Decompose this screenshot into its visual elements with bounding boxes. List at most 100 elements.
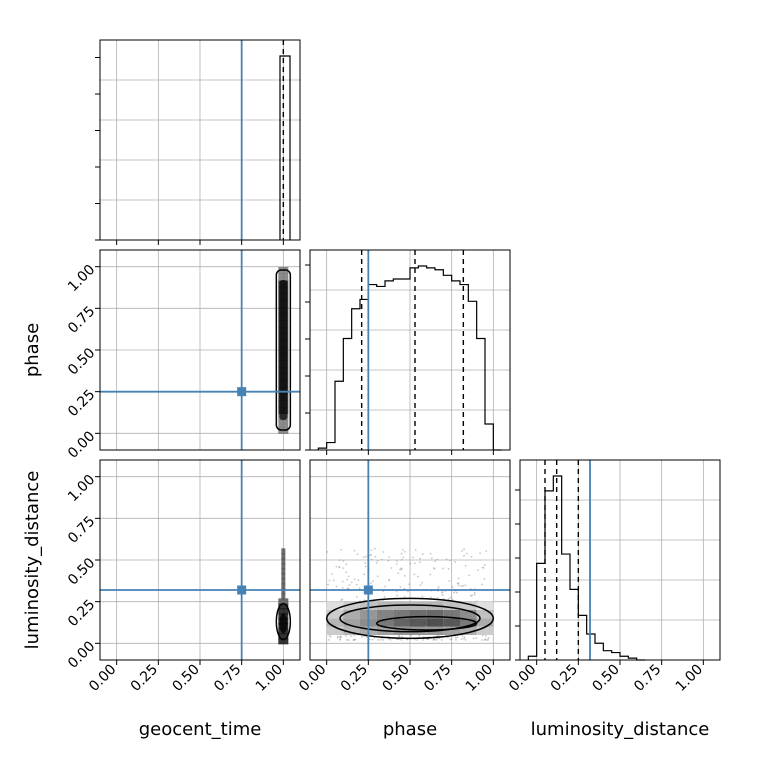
scatter-point	[429, 596, 432, 599]
scatter-point	[430, 557, 433, 560]
scatter-point	[399, 568, 402, 571]
scatter-point	[433, 638, 436, 641]
scatter-point	[463, 554, 465, 557]
scatter-point	[350, 581, 353, 584]
scatter-point	[365, 555, 367, 558]
density-cell	[426, 610, 444, 619]
scatter-point	[481, 566, 484, 569]
density-cell	[443, 618, 460, 627]
density-cell	[281, 553, 286, 560]
ylabel-luminosity_distance: luminosity_distance	[22, 471, 43, 650]
scatter-point	[387, 559, 390, 562]
scatter-point	[440, 639, 443, 641]
scatter-point	[338, 566, 341, 568]
scatter-point	[328, 579, 331, 582]
scatter-point	[450, 638, 453, 640]
density-cell	[476, 610, 494, 619]
scatter-point	[441, 591, 443, 594]
truth-marker	[363, 585, 373, 595]
scatter-point	[336, 636, 339, 639]
contour-inner	[279, 613, 288, 634]
scatter-point	[462, 584, 464, 587]
scatter-point	[407, 590, 409, 593]
scatter-point	[448, 580, 451, 582]
density-cell	[278, 608, 289, 615]
density-cell	[476, 626, 494, 635]
density-cell	[278, 638, 289, 645]
scatter-point	[356, 553, 359, 556]
scatter-point	[400, 558, 403, 561]
panel-2-1	[309, 459, 511, 661]
scatter-point	[364, 565, 367, 568]
scatter-point	[353, 549, 356, 552]
scatter-point	[400, 568, 403, 571]
contour-outer	[275, 602, 292, 641]
scatter-point	[350, 635, 352, 638]
scatter-point	[328, 638, 330, 641]
scatter-point	[470, 555, 473, 558]
density-cell	[281, 563, 286, 570]
scatter-point	[436, 637, 439, 640]
scatter-point	[348, 584, 351, 587]
density-cell	[326, 626, 344, 635]
density-cell	[476, 601, 494, 610]
scatter-point	[341, 586, 344, 589]
scatter-point	[451, 598, 454, 601]
scatter-point	[418, 634, 421, 637]
scatter-point	[382, 551, 385, 553]
scatter-point	[418, 561, 421, 563]
scatter-point	[409, 562, 412, 565]
ylabel-phase: phase	[22, 323, 43, 377]
scatter-point	[483, 639, 486, 641]
scatter-point	[451, 586, 454, 589]
scatter-point	[408, 583, 411, 586]
scatter-point	[472, 637, 475, 640]
panel-1-1	[305, 249, 511, 451]
scatter-point	[447, 598, 450, 600]
scatter-point	[403, 596, 406, 598]
scatter-point	[346, 578, 349, 581]
hist-step-phase	[317, 265, 502, 451]
contour-inner	[279, 280, 288, 420]
scatter-point	[473, 593, 476, 596]
scatter-point	[341, 580, 344, 583]
scatter-point	[442, 567, 445, 570]
scatter-point	[475, 637, 478, 639]
density-cell	[326, 610, 344, 619]
scatter-point	[355, 595, 358, 598]
hist-step-geocent_time	[279, 55, 291, 240]
scatter-point	[435, 639, 437, 641]
scatter-point	[400, 552, 403, 555]
density-cell	[281, 578, 286, 585]
scatter-point	[421, 553, 424, 555]
scatter-point	[464, 564, 467, 567]
density-cell	[343, 601, 360, 610]
scatter-point	[449, 596, 452, 599]
density-cell	[281, 568, 286, 575]
scatter-point	[453, 591, 455, 594]
scatter-point	[464, 638, 467, 641]
scatter-point	[376, 559, 379, 562]
scatter-point	[399, 585, 402, 588]
density-cell	[281, 573, 286, 580]
scatter-point	[426, 638, 429, 641]
density-cell	[376, 610, 394, 619]
scatter-point	[485, 550, 488, 552]
scatter-point	[403, 550, 406, 553]
scatter-point	[456, 636, 459, 639]
density-cell	[460, 610, 477, 619]
scatter-point	[338, 559, 341, 562]
scatter-point	[361, 636, 363, 639]
density-cell	[443, 626, 460, 635]
scatter-point	[342, 560, 345, 562]
contour-mid	[339, 604, 481, 633]
scatter-point	[479, 552, 481, 555]
density-cell	[343, 626, 360, 635]
density-cell	[410, 618, 427, 627]
scatter-point	[434, 560, 437, 563]
scatter-point	[376, 575, 379, 578]
scatter-point	[346, 639, 348, 641]
scatter-point	[339, 638, 342, 641]
